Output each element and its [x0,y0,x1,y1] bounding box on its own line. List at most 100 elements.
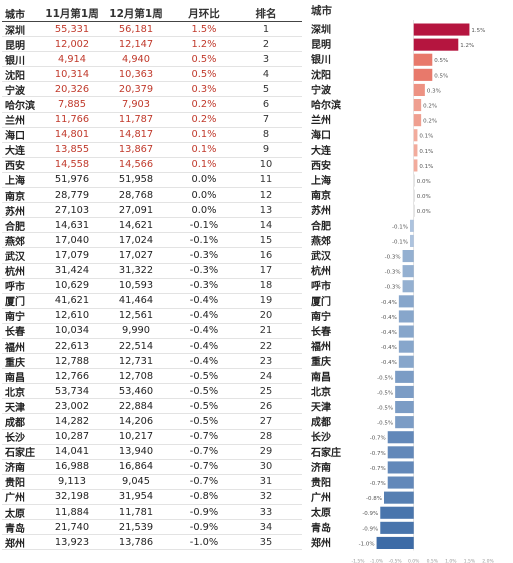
rank-cell: 32 [259,491,273,503]
mom-cell: -0.1% [189,219,219,231]
mom-cell: -0.3% [189,249,219,261]
nov-value-cell: 14,041 [54,446,90,458]
dec-value-cell: 21,539 [118,521,154,533]
category-label: 沈阳 [311,68,331,81]
dec-value-cell: 17,024 [118,234,154,246]
bar [413,99,422,112]
rank-cell: 27 [259,415,273,427]
table-row: 贵阳 9,113 9,045 -0.7% 31 [2,475,302,490]
city-cell: 太原 [5,508,25,520]
rank-cell: 16 [259,249,273,261]
dec-value-cell: 53,460 [118,385,154,397]
bar [395,416,414,429]
nov-value-cell: 14,282 [54,415,90,427]
data-label: -0.5% [377,375,393,381]
table-row: 济南 16,988 16,864 -0.7% 30 [2,460,302,475]
nov-value-cell: 11,766 [54,114,90,126]
data-label: -0.7% [370,451,386,457]
dec-value-cell: 12,561 [118,310,154,322]
mom-cell: -0.7% [189,446,219,458]
city-cell: 重庆 [5,357,25,369]
city-cell: 苏州 [5,206,25,218]
city-cell: 银川 [5,55,25,67]
table-row: 上海 51,976 51,958 0.0% 11 [2,173,302,189]
rank-cell: 33 [259,506,273,518]
bar [395,370,414,383]
data-label: 0.2% [423,119,437,125]
data-label: -0.4% [381,345,397,351]
nov-value-cell: 14,801 [54,129,90,141]
city-cell: 福州 [5,342,25,354]
category-label: 石家庄 [310,446,341,459]
bar [413,23,470,36]
bar [398,295,414,308]
category-label: 海口 [311,129,331,142]
table-row: 南京 28,779 28,768 0.0% 12 [2,188,302,204]
nov-value-cell: 53,734 [54,385,90,397]
data-label: 0.0% [417,194,431,200]
rank-cell: 7 [262,114,270,126]
rank-cell: 34 [259,521,273,533]
dec-value-cell: 13,940 [118,446,154,458]
dec-value-cell: 31,954 [118,491,154,503]
nov-value-cell: 17,079 [54,249,90,261]
x-tick-label: 1.5% [464,559,476,563]
mom-cell: -0.9% [189,506,219,518]
bar [410,234,414,247]
rank-cell: 31 [259,476,273,488]
rank-cell: 19 [259,295,273,307]
bar [395,385,414,398]
table-row: 燕郊 17,040 17,024 -0.1% 15 [2,233,302,249]
x-tick-label: 0.0% [408,559,420,563]
category-label: 南昌 [311,370,331,383]
table-row: 武汉 17,079 17,027 -0.3% 16 [2,248,302,264]
rank-cell: 11 [259,174,273,186]
city-cell: 南宁 [5,312,25,324]
data-label: 0.0% [417,209,431,215]
table-row: 兰州 11,766 11,787 0.2% 7 [2,113,302,128]
table-row: 合肥 14,631 14,621 -0.1% 14 [2,218,302,234]
table-row: 南昌 12,766 12,708 -0.5% 24 [2,369,302,385]
bar [413,129,418,142]
mom-cell: 1.5% [191,23,217,35]
dec-value-cell: 22,514 [118,340,154,352]
category-label: 燕郊 [311,234,331,247]
bar [376,536,414,549]
mom-cell: -0.1% [189,234,219,246]
nov-value-cell: 12,610 [54,310,90,322]
bar [387,431,414,444]
table-row: 昆明 12,002 12,147 1.2% 2 [2,37,302,53]
dec-value-cell: 20,379 [118,83,154,95]
table-row: 天津 23,002 22,884 -0.5% 26 [2,399,302,415]
nov-value-cell: 23,002 [54,400,90,412]
city-cell: 兰州 [5,116,25,128]
table-row: 杭州 31,424 31,322 -0.3% 17 [2,264,302,279]
table-row: 北京 53,734 53,460 -0.5% 25 [2,384,302,400]
bar [402,250,414,263]
city-cell: 上海 [5,176,25,188]
table-row: 深圳 55,331 56,181 1.5% 1 [2,22,302,38]
mom-cell: -0.4% [189,340,219,352]
nov-value-cell: 20,326 [54,83,90,95]
category-label: 杭州 [311,265,331,278]
bar [413,189,415,202]
category-label: 南宁 [311,310,331,323]
rank-cell: 24 [259,370,273,382]
mom-cell: 0.0% [191,189,217,201]
bar [413,38,459,51]
table-header: 城市 11月第1周 12月第1周 月环比 排名 [2,5,302,22]
dec-value-cell: 12,731 [118,355,154,367]
mom-cell: -0.7% [189,476,219,488]
rank-cell: 23 [259,355,273,367]
mom-cell: 0.2% [191,99,217,111]
category-label: 郑州 [311,536,331,549]
mom-cell: 0.1% [191,159,217,171]
bar-chart-panel: 城市 深圳 1.5% 昆明 1.2% 银川 0.5% 沈阳 0.5% 宁波 0.3% 哈尔滨 0.2% 兰… [308,0,513,563]
city-cell: 沈阳 [5,70,25,82]
dec-value-cell: 13,786 [118,536,154,548]
mom-cell: -0.9% [189,521,219,533]
data-label: -0.9% [362,526,378,532]
rank-cell: 15 [259,234,273,246]
rank-cell: 30 [259,461,273,473]
dec-value-cell: 9,990 [121,325,151,337]
